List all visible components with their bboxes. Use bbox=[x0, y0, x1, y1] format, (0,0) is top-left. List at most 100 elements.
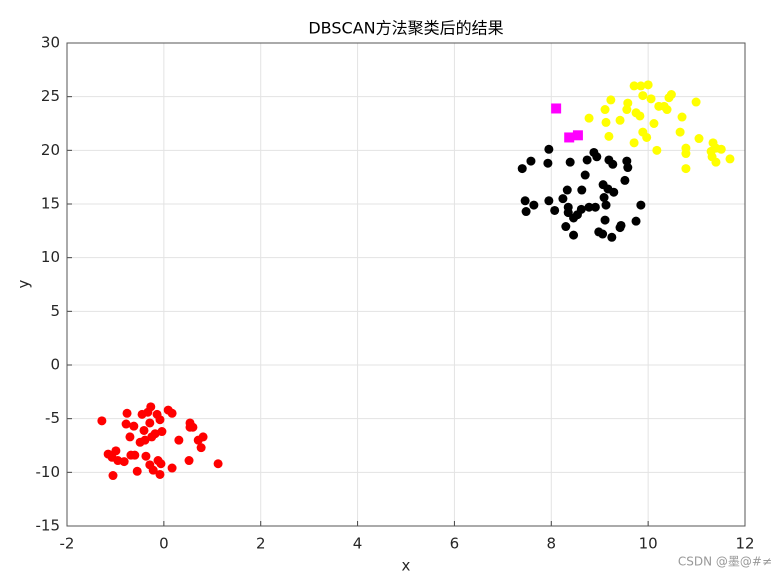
point bbox=[551, 103, 562, 114]
x-axis-label: x bbox=[402, 557, 411, 575]
point bbox=[517, 164, 527, 174]
point bbox=[716, 144, 726, 154]
point bbox=[119, 457, 129, 467]
point bbox=[577, 185, 587, 195]
point bbox=[543, 158, 553, 168]
point bbox=[636, 200, 646, 210]
chart-title: DBSCAN方法聚类后的结果 bbox=[308, 19, 503, 38]
point bbox=[141, 451, 151, 461]
point bbox=[155, 415, 165, 425]
point bbox=[521, 207, 531, 217]
point bbox=[609, 187, 619, 197]
y-tick-label: 20 bbox=[41, 141, 60, 159]
point bbox=[139, 425, 149, 435]
x-tick-label: 4 bbox=[353, 535, 363, 553]
point bbox=[643, 80, 653, 90]
point bbox=[167, 463, 177, 473]
point bbox=[146, 402, 156, 412]
point bbox=[150, 429, 160, 439]
point bbox=[550, 205, 560, 215]
x-tick-label: 2 bbox=[256, 535, 266, 553]
point bbox=[157, 427, 167, 437]
y-tick-label: -10 bbox=[36, 463, 61, 481]
point bbox=[675, 127, 685, 137]
point bbox=[601, 117, 611, 127]
point bbox=[635, 111, 645, 121]
x-tick-label: 12 bbox=[735, 535, 754, 553]
point bbox=[725, 154, 735, 164]
point bbox=[544, 196, 554, 206]
point bbox=[569, 230, 579, 240]
point bbox=[584, 113, 594, 123]
point bbox=[125, 432, 135, 442]
point bbox=[148, 465, 158, 475]
point bbox=[711, 157, 721, 167]
point bbox=[213, 459, 223, 469]
point bbox=[174, 435, 184, 445]
point bbox=[97, 416, 107, 426]
point bbox=[615, 223, 625, 233]
x-tick-label: 8 bbox=[547, 535, 557, 553]
y-tick-label: 0 bbox=[50, 356, 60, 374]
point bbox=[108, 471, 118, 481]
point bbox=[592, 152, 602, 162]
point bbox=[600, 215, 610, 225]
y-axis-label: y bbox=[15, 279, 33, 288]
point bbox=[662, 105, 672, 115]
point bbox=[156, 459, 166, 469]
point bbox=[584, 202, 594, 212]
point bbox=[122, 408, 132, 418]
x-tick-label: -2 bbox=[60, 535, 75, 553]
point bbox=[188, 422, 198, 432]
point bbox=[646, 94, 656, 104]
x-tick-label: 6 bbox=[450, 535, 460, 553]
point bbox=[681, 164, 691, 174]
point bbox=[132, 466, 142, 476]
y-tick-label: 15 bbox=[41, 195, 60, 213]
point bbox=[608, 159, 618, 169]
point bbox=[590, 202, 600, 212]
point bbox=[631, 216, 641, 226]
point bbox=[582, 155, 592, 165]
point bbox=[615, 115, 625, 125]
point bbox=[694, 134, 704, 144]
y-tick-label: -15 bbox=[36, 517, 61, 535]
point bbox=[526, 156, 536, 166]
point bbox=[167, 408, 177, 418]
y-tick-label: 5 bbox=[50, 302, 60, 320]
point bbox=[681, 149, 691, 159]
x-tick-label: 0 bbox=[159, 535, 169, 553]
point bbox=[652, 145, 662, 155]
x-tick-label: 10 bbox=[639, 535, 658, 553]
point bbox=[121, 419, 131, 429]
point bbox=[607, 232, 617, 242]
point bbox=[622, 105, 632, 115]
point bbox=[638, 91, 648, 101]
y-tick-label: 10 bbox=[41, 248, 60, 266]
point bbox=[666, 90, 676, 100]
point bbox=[601, 200, 611, 210]
point bbox=[604, 131, 614, 141]
point bbox=[572, 130, 583, 141]
point bbox=[565, 157, 575, 167]
point bbox=[598, 229, 608, 239]
point bbox=[562, 185, 572, 195]
plot-area bbox=[67, 43, 745, 526]
point bbox=[129, 421, 139, 431]
point bbox=[130, 450, 140, 460]
point bbox=[558, 194, 568, 204]
point bbox=[569, 213, 579, 223]
point bbox=[184, 456, 194, 466]
y-tick-label: 25 bbox=[41, 87, 60, 105]
point bbox=[599, 193, 609, 203]
axes-box bbox=[66, 42, 746, 527]
watermark: CSDN @墨@#≠ bbox=[678, 555, 772, 569]
point bbox=[155, 469, 165, 479]
point bbox=[111, 446, 121, 456]
point bbox=[580, 170, 590, 180]
y-tick-label: -5 bbox=[45, 409, 60, 427]
point bbox=[677, 112, 687, 122]
y-tick-label: 30 bbox=[41, 34, 60, 52]
point bbox=[561, 222, 571, 232]
